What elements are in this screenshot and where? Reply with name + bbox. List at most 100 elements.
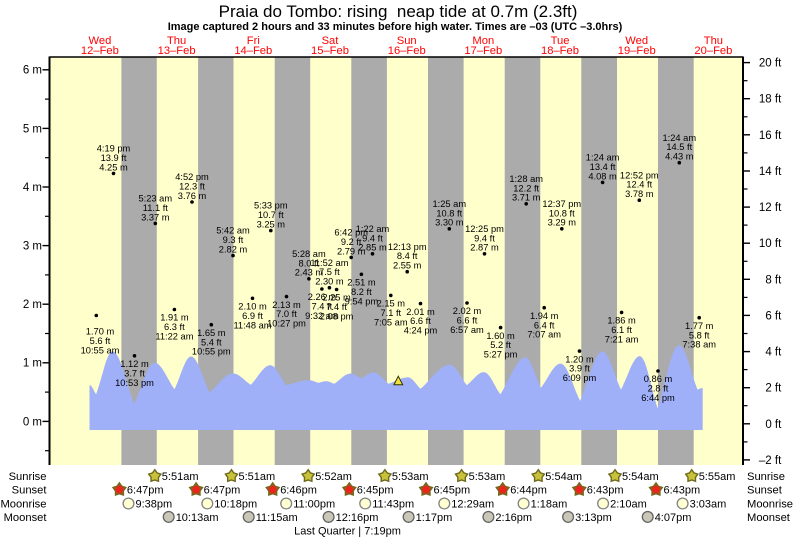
svg-text:10:13am: 10:13am [176,512,219,524]
svg-text:6:44pm: 6:44pm [510,485,547,497]
svg-text:Sunrise: Sunrise [747,471,785,483]
svg-text:7:21 am: 7:21 am [605,334,639,344]
svg-text:2.85 m: 2.85 m [358,243,387,253]
svg-text:12:13 pm: 12:13 pm [388,242,427,252]
svg-text:12.4 ft: 12.4 ft [626,180,652,190]
svg-text:16 ft: 16 ft [759,130,782,142]
svg-text:0 ft: 0 ft [765,419,782,431]
svg-text:11:52 am: 11:52 am [310,258,348,268]
svg-text:2.10 m: 2.10 m [238,302,267,312]
svg-text:8.2 ft: 8.2 ft [351,287,372,297]
svg-text:5.4 ft: 5.4 ft [201,337,222,347]
svg-text:0.86 m: 0.86 m [644,374,673,384]
svg-text:3.7 ft: 3.7 ft [124,368,145,378]
svg-text:1:25 am: 1:25 am [433,199,467,209]
svg-text:1:17pm: 1:17pm [416,512,453,524]
svg-text:5:55am: 5:55am [699,471,736,483]
svg-text:1.60 m: 1.60 m [486,331,515,341]
svg-text:4:07pm: 4:07pm [655,512,692,524]
svg-text:5 m: 5 m [23,123,42,135]
svg-text:10:55 pm: 10:55 pm [192,347,231,357]
svg-text:5.8 ft: 5.8 ft [689,330,710,340]
svg-text:7:38 am: 7:38 am [682,340,716,350]
svg-text:2 m: 2 m [23,299,42,311]
svg-text:12.2 ft: 12.2 ft [513,183,539,193]
svg-text:2.02 m: 2.02 m [453,306,482,316]
svg-text:11:15am: 11:15am [256,512,298,524]
svg-text:3.76 m: 3.76 m [178,191,207,201]
svg-text:1.94 m: 1.94 m [530,311,559,321]
svg-text:6.3 ft: 6.3 ft [164,322,185,332]
svg-text:–2 ft: –2 ft [759,455,782,467]
svg-text:1 m: 1 m [23,358,42,370]
svg-text:6.9 ft: 6.9 ft [242,311,263,321]
svg-text:4.25 m: 4.25 m [99,162,128,172]
svg-text:6:09 pm: 6:09 pm [563,373,597,383]
svg-text:2.55 m: 2.55 m [393,261,422,271]
svg-text:6.1 ft: 6.1 ft [611,325,632,335]
svg-text:8 ft: 8 ft [765,274,782,286]
svg-text:Sunset: Sunset [12,485,48,497]
svg-text:9:32 am: 9:32 am [305,311,339,321]
svg-text:5:42 am: 5:42 am [216,226,250,236]
svg-text:11:00pm: 11:00pm [293,498,335,510]
svg-text:0 m: 0 m [23,416,42,428]
svg-text:7:05 am: 7:05 am [374,317,408,327]
svg-text:20 ft: 20 ft [759,58,782,70]
svg-text:1:24 am: 1:24 am [586,153,620,163]
svg-text:16–Feb: 16–Feb [388,45,426,57]
svg-text:Sunrise: Sunrise [9,471,47,483]
svg-text:3.30 m: 3.30 m [435,218,464,228]
svg-text:Thu: Thu [167,35,186,47]
svg-text:Praia do Tombo: rising neap t: Praia do Tombo: rising neap tide at 0.7m… [219,2,578,21]
svg-text:6.6 ft: 6.6 ft [410,316,431,326]
svg-text:6:46pm: 6:46pm [280,485,317,497]
svg-text:20–Feb: 20–Feb [694,45,732,57]
svg-text:2.15 m: 2.15 m [377,299,406,309]
svg-text:11:48 am: 11:48 am [233,320,271,330]
svg-text:7.5 ft: 7.5 ft [319,267,340,277]
svg-text:18–Feb: 18–Feb [541,45,579,57]
svg-text:6.4 ft: 6.4 ft [534,320,555,330]
svg-text:10:55 am: 10:55 am [81,345,120,355]
svg-text:15–Feb: 15–Feb [311,45,349,57]
svg-text:2.79 m: 2.79 m [337,246,366,256]
svg-text:13.9 ft: 13.9 ft [101,153,127,163]
svg-text:2.8 ft: 2.8 ft [648,384,669,394]
svg-text:Tue: Tue [551,35,570,47]
svg-text:2.13 m: 2.13 m [272,300,301,310]
svg-text:10:53 pm: 10:53 pm [115,378,154,388]
svg-text:12:52 pm: 12:52 pm [620,170,659,180]
svg-text:11.1 ft: 11.1 ft [143,203,169,213]
svg-text:6 m: 6 m [23,65,42,77]
svg-text:Sunset: Sunset [747,485,783,497]
svg-text:5.6 ft: 5.6 ft [90,336,111,346]
svg-text:5:51am: 5:51am [239,471,276,483]
svg-text:3:13pm: 3:13pm [575,512,612,524]
svg-text:1.91 m: 1.91 m [160,313,189,323]
svg-text:14–Feb: 14–Feb [234,45,272,57]
svg-text:6:47pm: 6:47pm [127,485,164,497]
svg-text:6:45pm: 6:45pm [357,485,394,497]
svg-text:8.0 ft: 8.0 ft [299,258,320,268]
svg-text:Moonrise: Moonrise [0,499,46,511]
svg-text:2.25 m: 2.25 m [322,293,351,303]
svg-text:3.25 m: 3.25 m [257,220,286,230]
svg-text:3.78 m: 3.78 m [625,189,654,199]
svg-text:6 ft: 6 ft [765,310,782,322]
svg-text:1.20 m: 1.20 m [565,354,594,364]
svg-text:4 ft: 4 ft [765,347,782,359]
svg-text:3 m: 3 m [23,241,42,253]
svg-text:12:25 pm: 12:25 pm [465,224,504,234]
svg-text:5:28 am: 5:28 am [292,249,326,259]
svg-text:2.87 m: 2.87 m [470,243,499,253]
svg-text:9.2 ft: 9.2 ft [341,237,362,247]
svg-text:Sat: Sat [322,35,340,47]
svg-text:6:42 pm: 6:42 pm [334,228,368,238]
svg-text:4.43 m: 4.43 m [665,152,694,162]
svg-text:10.8 ft: 10.8 ft [436,208,462,218]
svg-text:18 ft: 18 ft [759,94,782,106]
svg-text:5:54am: 5:54am [545,471,582,483]
svg-text:4:52 pm: 4:52 pm [175,172,209,182]
svg-text:2 ft: 2 ft [765,383,782,395]
